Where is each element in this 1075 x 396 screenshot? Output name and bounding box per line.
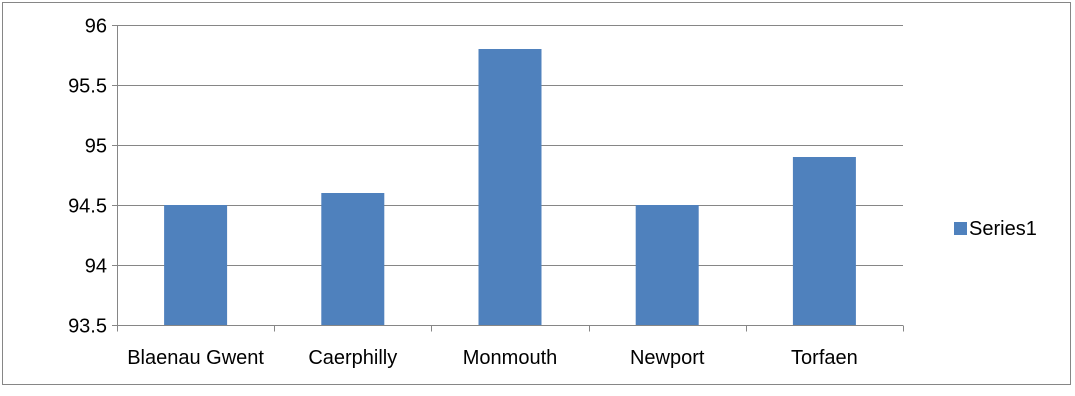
- y-tick-label: 94.5: [68, 196, 107, 218]
- y-axis: 93.5 94 94.5 95 95.5 96: [68, 16, 118, 338]
- bar-newport: [635, 205, 699, 325]
- bar-blaenau-gwent: [164, 205, 228, 325]
- x-tick-label: Newport: [630, 347, 705, 369]
- x-tick-label: Blaenau Gwent: [127, 347, 264, 369]
- y-tick-label: 95: [85, 136, 107, 158]
- legend-label: Series1: [969, 218, 1037, 240]
- y-tick-label: 94: [85, 256, 107, 278]
- legend: Series1: [954, 218, 1037, 240]
- x-tick-label: Caerphilly: [308, 347, 397, 369]
- x-tick-label: Monmouth: [463, 347, 558, 369]
- bars: [164, 49, 856, 325]
- bar-monmouth: [478, 49, 542, 325]
- y-tick-label: 93.5: [68, 316, 107, 338]
- y-tick-label: 95.5: [68, 76, 107, 98]
- x-tick-label: Torfaen: [791, 347, 858, 369]
- y-tick-label: 96: [85, 16, 107, 38]
- x-axis: Blaenau Gwent Caerphilly Monmouth Newport To…: [117, 325, 904, 369]
- legend-swatch: [954, 222, 967, 235]
- bar-caerphilly: [321, 193, 385, 325]
- bar-torfaen: [792, 157, 856, 325]
